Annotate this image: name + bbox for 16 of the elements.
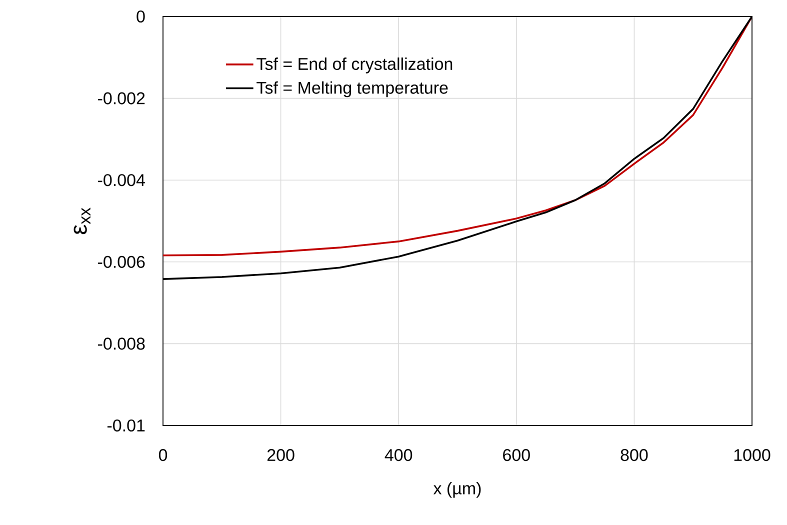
y-tick-label: -0.002 [98,92,145,104]
x-tick-label: 1000 [734,449,770,462]
x-tick-label: 0 [158,449,168,462]
legend-label: Tsf = End of crystallization [256,58,452,74]
y-tick-label: 0 [136,10,145,23]
x-tick-label: 600 [503,449,530,462]
x-axis-title: x (µm) [433,482,481,498]
y-tick-label: -0.008 [98,338,145,350]
y-tick-label: -0.01 [107,419,145,432]
x-tick-label: 200 [267,449,294,462]
y-tick-label: -0.006 [98,256,145,268]
legend-label: Tsf = Melting temperature [256,81,448,98]
x-tick-label: 400 [384,449,412,462]
y-tick-label: -0.004 [98,174,145,186]
y-axis-title: ε$_{xx}$ [74,208,90,234]
x-tick-label: 800 [620,449,648,462]
